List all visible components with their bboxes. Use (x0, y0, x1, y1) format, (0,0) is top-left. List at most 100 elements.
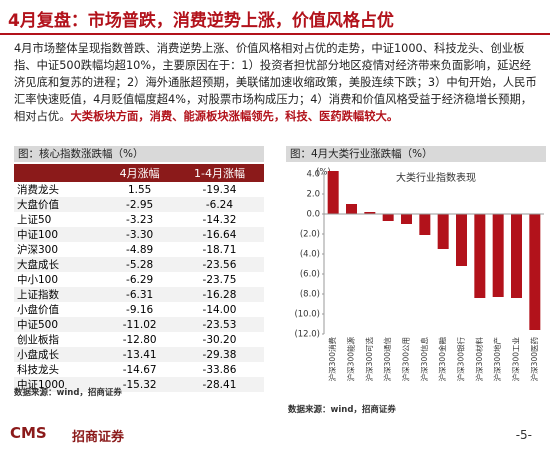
source: 数据来源：wind，招商证券 (14, 388, 122, 398)
table-cell: -30.20 (202, 333, 237, 346)
table-cell: 沪深300 (17, 244, 59, 256)
table-row: 沪深300 -4.89 -18.71 (14, 242, 264, 257)
header-row: 4月涨幅 1-4月涨幅 (14, 164, 264, 182)
page-title: 4月复盘：市场普跌，消费逆势上涨，价值风格占优 (8, 11, 394, 31)
table-cell: 小盘价值 (17, 304, 59, 316)
x-tick-label: 沪深300能源 (346, 337, 356, 382)
table-cell: -16.64 (174, 227, 264, 242)
table-cell: -6.31 (104, 287, 175, 302)
brand: 招商证券 (72, 430, 125, 445)
table-cell: -28.41 (174, 377, 264, 392)
table-cell: -18.71 (202, 243, 237, 256)
table-cell: -3.30 (104, 227, 175, 242)
table-row: 消费龙头 1.55 -19.34 (14, 182, 264, 197)
table-cell: 中小100 (17, 274, 59, 286)
table-cell: -23.53 (174, 317, 264, 332)
y-tick-label: 4.0 (306, 170, 320, 180)
table-cell: 消费龙头 (17, 184, 59, 196)
table-cell: 大盘成长 (14, 257, 105, 272)
table-cell: 上证指数 (14, 287, 105, 302)
table-row: 科技龙头 -14.67 -33.86 (14, 362, 264, 377)
y-tick-label: (6.0) (300, 270, 320, 280)
table-cell: -12.80 (122, 333, 157, 346)
summary-body: 4月市场整体呈现指数普跌、消费逆势上涨、价值风格相对占优的走势，中证1000、科… (14, 42, 537, 123)
table-row: 中小100 -6.29 -23.75 (14, 272, 264, 287)
header-cell (14, 164, 105, 182)
y-tick-label: (10.0) (294, 310, 320, 320)
table-cell: 创业板指 (17, 334, 59, 346)
table-cell: -5.28 (104, 257, 175, 272)
title-rule (0, 33, 550, 35)
table-cell: -19.34 (202, 183, 237, 196)
bar (456, 214, 467, 266)
y-axis-label: (%) (316, 168, 331, 178)
summary-highlight: 大类板块方面，消费、能源板块涨幅领先，科技、医药跌幅较大。 (70, 110, 399, 123)
table-row: 小盘成长 -13.41 -29.38 (14, 347, 264, 362)
table-row: 上证50 -3.23 -14.32 (14, 212, 264, 227)
chart-subtitle: 大类行业指数表现 (396, 171, 476, 184)
table-row: 小盘价值 -9.16 -14.00 (14, 302, 264, 317)
header-cell: 1-4月涨幅 (174, 164, 264, 182)
bar (346, 204, 357, 214)
chart: (%) 大类行业指数表现 4.0 2.0 0.0 (2.0) (4.0) (6.0) (8.… (294, 168, 544, 382)
bar (492, 214, 504, 297)
header-cell: 4月涨幅 (104, 164, 175, 182)
table-cell: -23.56 (174, 257, 264, 272)
bar (437, 214, 449, 249)
table-cell: -23.75 (202, 273, 237, 286)
table-cell: -14.32 (202, 213, 237, 226)
table-row: 创业板指 -12.80 -30.20 (14, 332, 264, 347)
table-cell: 中证1000 (14, 377, 105, 392)
index-table: 4月涨幅 1-4月涨幅 消费龙头 1.55 -19.34 大盘价值 -2.95 -6.24 上证… (14, 164, 264, 392)
bar (382, 214, 394, 221)
y-tick-label: (8.0) (300, 290, 320, 300)
chart-title: 图：4月大类行业涨跌幅（%） (286, 146, 546, 162)
x-tick-label: 沪深300消费 (327, 337, 337, 382)
table-cell: 大盘价值 (14, 197, 105, 212)
y-tick-label: (12.0) (294, 330, 320, 340)
y-tick-label: (2.0) (300, 230, 320, 240)
bar (511, 214, 522, 298)
table-title: 图：核心指数涨跌幅（%） (14, 146, 264, 162)
table-cell: -16.28 (174, 287, 264, 302)
table-cell: 科技龙头 (17, 364, 59, 376)
table-cell: -6.29 (126, 273, 154, 286)
table-cell: 1.55 (127, 183, 152, 196)
table-row: 中证500 -11.02 -23.53 (14, 317, 264, 332)
bar (364, 212, 376, 214)
table-cell: 上证50 (17, 214, 52, 226)
y-tick-label: 0.0 (306, 210, 320, 220)
table-cell: -4.89 (126, 243, 154, 256)
x-tick-label: 沪深300信息 (419, 337, 429, 382)
summary: 4月市场整体呈现指数普跌、消费逆势上涨、价值风格相对占优的走势，中证1000、科… (14, 40, 538, 125)
bar (327, 171, 339, 214)
x-tick-label: 沪深300材料 (474, 337, 484, 382)
table-cell: -14.67 (122, 363, 157, 376)
x-tick-label: 沪深300金融 (437, 337, 447, 382)
chart-source: 数据来源：wind，招商证券 (288, 405, 396, 415)
table-row: 大盘成长 -5.28 -23.56 (14, 257, 264, 272)
table-row: 中证1000 -15.32 -28.41 (14, 377, 264, 392)
table-cell: -3.23 (126, 213, 154, 226)
x-tick-label: 沪深300公用 (401, 337, 411, 381)
logo: CMS (10, 424, 47, 442)
x-tick-label: 沪深300工业 (511, 337, 521, 382)
table-cell: -9.16 (126, 303, 154, 316)
table-cell: -2.95 (104, 197, 175, 212)
table-cell: -33.86 (202, 363, 237, 376)
bar (529, 214, 541, 330)
x-tick-label: 沪深300银行 (456, 337, 466, 382)
table-cell: -14.00 (202, 303, 237, 316)
bar (474, 214, 486, 298)
table-cell: 中证100 (14, 227, 105, 242)
x-tick-label: 沪深300通信 (382, 337, 392, 382)
table-cell: -29.38 (174, 347, 264, 362)
x-tick-label: 沪深300地产 (492, 337, 502, 381)
table-row: 中证100 -3.30 -16.64 (14, 227, 264, 242)
table-cell: -6.24 (174, 197, 264, 212)
table-cell: -13.41 (104, 347, 175, 362)
table-row: 上证指数 -6.31 -16.28 (14, 287, 264, 302)
x-tick-label: 沪深300可选 (364, 337, 374, 382)
table-cell: -11.02 (104, 317, 175, 332)
